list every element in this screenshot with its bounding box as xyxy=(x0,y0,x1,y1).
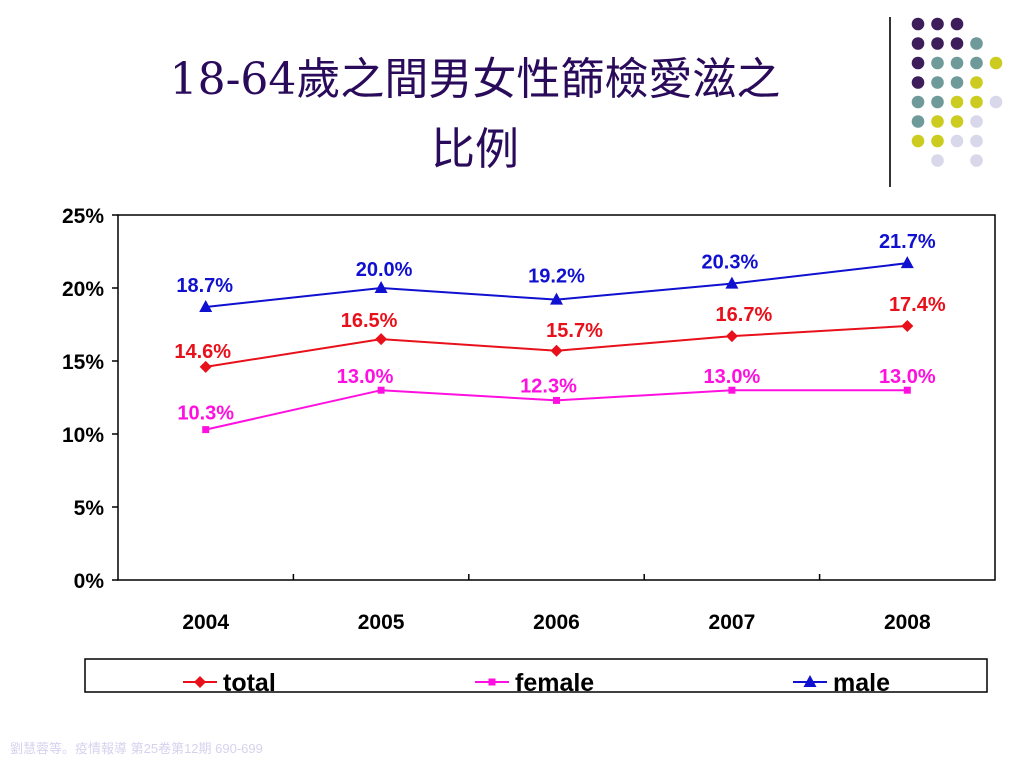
x-tick-label: 2007 xyxy=(709,611,756,634)
y-tick-label: 15% xyxy=(62,351,104,374)
data-label-male: 19.2% xyxy=(528,266,585,288)
data-label-male: 21.7% xyxy=(879,231,936,253)
decorative-dot xyxy=(931,37,944,50)
data-label-female: 13.0% xyxy=(879,366,936,388)
decorative-dot xyxy=(950,17,964,31)
slide-title: 18-64歲之間男女性篩檢愛滋之 比例 xyxy=(60,45,890,185)
data-label-total: 15.7% xyxy=(546,320,603,342)
decorative-dot xyxy=(950,95,964,109)
data-label-total: 17.4% xyxy=(889,294,946,316)
decorative-dot xyxy=(931,56,944,70)
data-point-female xyxy=(202,426,210,434)
legend-label-total: total xyxy=(223,669,276,697)
legend-label-female: female xyxy=(515,669,594,697)
decorative-dot xyxy=(931,154,944,167)
data-point-total xyxy=(901,319,914,332)
data-label-total: 14.6% xyxy=(174,341,231,363)
x-tick-label: 2004 xyxy=(182,611,229,634)
y-tick-label: 20% xyxy=(62,278,104,301)
chart-legend: total female male xyxy=(84,658,988,697)
decorative-dot xyxy=(950,76,964,89)
decorative-dot xyxy=(970,154,983,167)
decorative-dot xyxy=(970,95,983,109)
decorative-dot xyxy=(931,95,944,109)
data-point-female xyxy=(553,396,560,404)
data-label-male: 20.3% xyxy=(702,252,759,274)
decorative-dot xyxy=(911,95,925,109)
data-point-male xyxy=(199,299,213,312)
data-label-female: 13.0% xyxy=(337,366,394,388)
data-point-male xyxy=(374,281,388,293)
decorative-dot xyxy=(931,134,944,148)
decorative-divider xyxy=(889,17,891,187)
x-tick-label: 2005 xyxy=(358,611,405,634)
data-label-male: 18.7% xyxy=(176,275,233,297)
data-label-total: 16.5% xyxy=(341,310,398,332)
legend-label-male: male xyxy=(833,669,890,697)
data-point-total xyxy=(550,344,563,357)
y-tick-label: 0% xyxy=(74,570,105,593)
data-point-total xyxy=(725,330,738,343)
source-citation: 劉慧蓉等。疫情報導 第25卷第12期 690-699 xyxy=(10,741,263,756)
plot-area xyxy=(117,214,996,581)
data-point-female xyxy=(903,386,911,394)
data-point-total xyxy=(375,333,388,346)
data-label-male: 20.0% xyxy=(356,259,413,281)
decorative-dot xyxy=(911,76,925,89)
decorative-dot xyxy=(931,115,944,128)
data-label-female: 10.3% xyxy=(177,403,234,425)
decorative-dot xyxy=(911,134,925,148)
data-point-total xyxy=(199,360,212,373)
slide-title-line-2: 比例 xyxy=(431,124,519,175)
legend-box xyxy=(84,658,988,693)
legend-marker-male xyxy=(803,675,817,687)
decorative-dot xyxy=(989,95,1003,109)
decorative-dot xyxy=(970,56,983,70)
data-point-female xyxy=(377,386,385,394)
decorative-dot xyxy=(911,17,925,31)
y-tick-label: 25% xyxy=(62,205,104,228)
decorative-dot xyxy=(911,37,925,50)
data-label-female: 12.3% xyxy=(520,375,577,397)
data-label-female: 13.0% xyxy=(704,366,761,388)
decorative-dot xyxy=(970,76,983,89)
decorative-dot xyxy=(931,76,944,89)
decorative-dot xyxy=(970,134,983,148)
decorative-dot-grid xyxy=(911,17,1003,167)
decorative-dot xyxy=(989,56,1003,70)
data-point-female xyxy=(728,386,736,394)
data-label-total: 16.7% xyxy=(716,304,773,326)
decorative-dot xyxy=(911,115,925,128)
y-tick-label: 5% xyxy=(74,497,105,520)
decorative-dot xyxy=(950,37,964,50)
x-tick-label: 2006 xyxy=(533,611,580,634)
slide-title-line-1: 18-64歲之間男女性篩檢愛滋之 xyxy=(169,54,781,105)
y-tick-label: 10% xyxy=(62,424,104,447)
legend-marker-total xyxy=(194,676,206,688)
line-chart: 0% 5% 10% 15% 20% 25% 2004 2005 2006 2007 2008 14… xyxy=(62,205,996,697)
decorative-dot xyxy=(970,37,983,50)
decorative-dot xyxy=(950,115,964,128)
decorative-dot xyxy=(931,17,944,31)
decorative-dot xyxy=(950,134,964,148)
legend-marker-female xyxy=(488,678,496,686)
decorative-dot xyxy=(970,115,983,128)
data-point-male xyxy=(550,292,563,305)
data-point-male xyxy=(725,276,739,289)
data-point-male xyxy=(900,256,914,269)
decorative-dot xyxy=(911,56,925,70)
decorative-dot xyxy=(950,56,964,70)
x-tick-label: 2008 xyxy=(884,611,931,634)
